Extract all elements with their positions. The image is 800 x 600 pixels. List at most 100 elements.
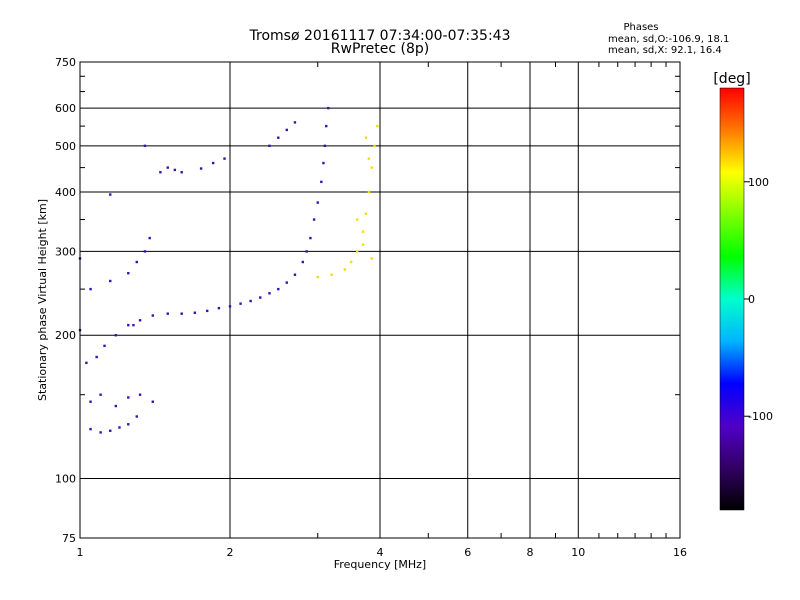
data-point-x-8 bbox=[370, 166, 373, 169]
plot-grid-group bbox=[80, 62, 680, 538]
data-point-x-12 bbox=[361, 243, 365, 246]
data-point-x-7 bbox=[367, 190, 371, 194]
data-point-x-13 bbox=[355, 218, 359, 221]
data-point-o-47 bbox=[309, 236, 312, 240]
x-tick-label-3: 6 bbox=[464, 546, 471, 559]
data-point-o-9 bbox=[127, 396, 130, 399]
colorbar: [deg] 100 0 -100 bbox=[713, 71, 773, 511]
data-point-o-58 bbox=[293, 121, 297, 124]
data-point-o-32 bbox=[135, 260, 138, 264]
data-point-o-2 bbox=[109, 429, 112, 432]
data-point-o-4 bbox=[127, 423, 130, 426]
data-point-o-1 bbox=[99, 431, 102, 434]
data-point-o-54 bbox=[327, 106, 330, 110]
data-point-o-36 bbox=[166, 166, 169, 169]
x-tick-label-4: 8 bbox=[527, 546, 534, 559]
data-point-x-15 bbox=[364, 136, 368, 139]
data-point-o-38 bbox=[180, 171, 183, 174]
data-point-o-3 bbox=[118, 426, 121, 429]
stats-x-mode: mean, sd,X: 92.1, 16.4 bbox=[608, 45, 722, 56]
data-point-o-30 bbox=[109, 279, 112, 283]
data-point-o-33 bbox=[143, 250, 147, 253]
data-point-o-27 bbox=[259, 296, 262, 299]
colorbar-tick-label-2: -100 bbox=[748, 410, 773, 423]
data-point-o-5 bbox=[135, 415, 138, 418]
data-point-x-4 bbox=[355, 250, 359, 253]
x-tick-label-2: 4 bbox=[377, 546, 384, 559]
data-point-o-17 bbox=[138, 319, 142, 322]
y-tick-label-7: 750 bbox=[55, 56, 76, 69]
y-tick-label-2: 200 bbox=[55, 329, 76, 342]
data-point-o-53 bbox=[325, 124, 328, 128]
colorbar-ticks: 100 0 -100 bbox=[744, 176, 773, 423]
y-tick-label-3: 300 bbox=[55, 245, 76, 258]
data-point-o-19 bbox=[166, 312, 169, 315]
data-point-o-0 bbox=[89, 427, 92, 431]
data-point-x-9 bbox=[373, 144, 376, 148]
data-point-x-10 bbox=[376, 124, 379, 128]
data-point-o-49 bbox=[316, 201, 319, 204]
data-point-o-29 bbox=[89, 287, 92, 291]
data-point-x-5 bbox=[361, 230, 365, 233]
data-point-o-11 bbox=[151, 400, 155, 403]
data-point-o-48 bbox=[312, 218, 316, 221]
y-tick-label-0: 75 bbox=[62, 532, 76, 545]
data-point-x-11 bbox=[370, 257, 373, 260]
data-point-o-31 bbox=[127, 272, 130, 275]
data-point-o-44 bbox=[293, 273, 297, 276]
stats-o-mode: mean, sd,O:-106.9, 18.1 bbox=[608, 34, 729, 45]
data-point-o-16 bbox=[127, 323, 130, 327]
data-point-x-3 bbox=[349, 260, 353, 264]
chart-title: Tromsø 20161117 07:34:00-07:35:43 bbox=[249, 28, 511, 44]
data-point-o-18 bbox=[151, 314, 155, 317]
data-point-o-42 bbox=[277, 287, 280, 291]
data-point-o-57 bbox=[285, 128, 288, 132]
data-point-o-8 bbox=[114, 404, 118, 408]
data-point-o-52 bbox=[323, 144, 327, 148]
data-point-o-10 bbox=[138, 393, 142, 396]
colorbar-label: [deg] bbox=[713, 71, 750, 87]
chart-subtitle: RwPretec (8p) bbox=[331, 41, 429, 57]
data-point-o-13 bbox=[95, 355, 98, 359]
x-tick-label-0: 1 bbox=[77, 546, 84, 559]
data-point-o-24 bbox=[228, 305, 232, 308]
x-tick-label-5: 10 bbox=[571, 546, 585, 559]
y-tick-label-5: 500 bbox=[55, 140, 76, 153]
x-tick-label-6: 16 bbox=[673, 546, 687, 559]
data-point-o-25 bbox=[239, 302, 242, 305]
data-point-o-46 bbox=[305, 250, 308, 253]
colorbar-gradient bbox=[719, 87, 745, 511]
y-tick-label-1: 100 bbox=[55, 473, 76, 486]
data-point-x-6 bbox=[364, 212, 368, 215]
data-point-o-61 bbox=[132, 323, 135, 327]
stats-heading: Phases bbox=[623, 22, 658, 33]
data-point-o-34 bbox=[148, 236, 151, 240]
data-point-o-14 bbox=[103, 344, 106, 348]
data-point-o-41 bbox=[223, 157, 226, 160]
data-point-x-14 bbox=[367, 157, 371, 160]
data-point-x-2 bbox=[343, 268, 347, 271]
y-tick-label-6: 600 bbox=[55, 102, 76, 115]
data-point-o-20 bbox=[180, 312, 183, 315]
data-point-o-51 bbox=[322, 161, 325, 165]
x-tick-label-1: 2 bbox=[227, 546, 234, 559]
data-point-o-39 bbox=[199, 167, 203, 170]
data-point-o-63 bbox=[109, 193, 112, 196]
data-point-o-21 bbox=[193, 311, 197, 314]
data-point-x-0 bbox=[316, 275, 319, 279]
colorbar-tick-label-1: 0 bbox=[748, 293, 755, 306]
data-point-o-50 bbox=[320, 180, 323, 184]
colorbar-tick-label-0: 100 bbox=[748, 176, 769, 189]
data-point-o-35 bbox=[159, 171, 162, 174]
x-tick-labels: 1 2 4 6 8 10 16 bbox=[77, 546, 688, 559]
y-tick-label-4: 400 bbox=[55, 186, 76, 199]
data-point-o-22 bbox=[205, 309, 209, 313]
data-points-group bbox=[78, 106, 379, 434]
y-axis-label: Stationary phase Virtual Height [km] bbox=[36, 199, 49, 401]
data-point-o-59 bbox=[143, 144, 147, 148]
data-point-o-43 bbox=[285, 281, 288, 284]
x-axis-label: Frequency [MHz] bbox=[334, 558, 426, 571]
data-point-o-12 bbox=[85, 361, 88, 365]
data-point-o-15 bbox=[114, 334, 118, 337]
